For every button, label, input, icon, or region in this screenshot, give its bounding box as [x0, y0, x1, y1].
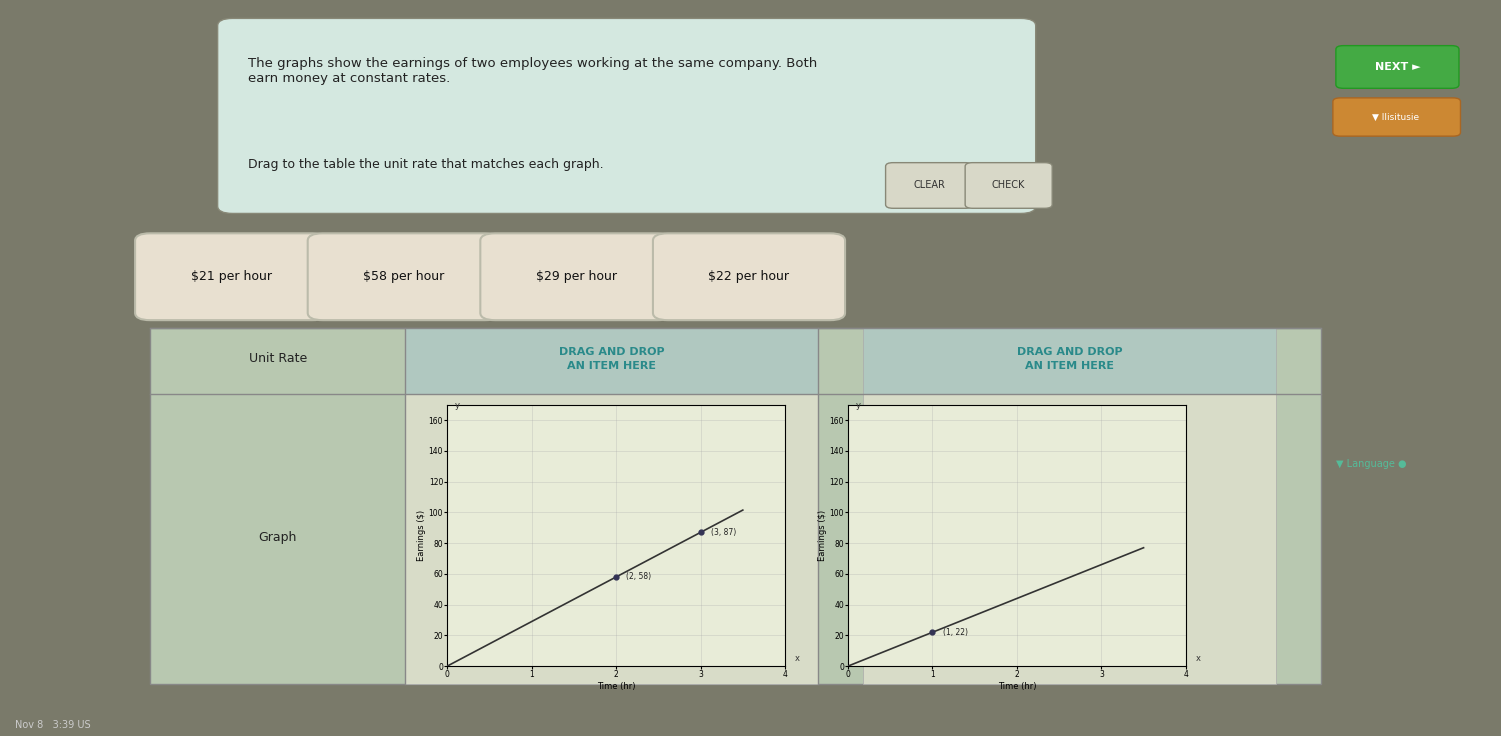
Text: (3, 87): (3, 87)	[711, 528, 735, 537]
Y-axis label: Earnings ($): Earnings ($)	[818, 510, 827, 561]
Text: NEXT ►: NEXT ►	[1375, 62, 1420, 72]
Text: ▼ Language ●: ▼ Language ●	[1336, 459, 1406, 469]
Text: (1, 22): (1, 22)	[943, 628, 968, 637]
Text: $21 per hour: $21 per hour	[191, 270, 272, 283]
FancyBboxPatch shape	[480, 233, 672, 320]
Text: Unit Rate: Unit Rate	[249, 352, 306, 365]
Text: $22 per hour: $22 per hour	[708, 270, 790, 283]
Text: DRAG AND DROP
AN ITEM HERE: DRAG AND DROP AN ITEM HERE	[1016, 347, 1123, 371]
Bar	[405, 328, 818, 394]
Text: x: x	[1196, 654, 1201, 663]
Text: $29 per hour: $29 per hour	[536, 270, 617, 283]
FancyBboxPatch shape	[653, 233, 845, 320]
FancyBboxPatch shape	[218, 18, 1036, 213]
X-axis label: Time (hr): Time (hr)	[998, 682, 1036, 691]
Text: Nov 8   3:39 US: Nov 8 3:39 US	[15, 720, 90, 730]
Text: y: y	[455, 401, 459, 410]
Y-axis label: Earnings ($): Earnings ($)	[417, 510, 426, 561]
Bar	[150, 328, 1321, 684]
FancyBboxPatch shape	[965, 163, 1052, 208]
FancyBboxPatch shape	[1333, 98, 1460, 136]
Text: x: x	[796, 654, 800, 663]
Text: Drag to the table the unit rate that matches each graph.: Drag to the table the unit rate that mat…	[248, 158, 603, 171]
Text: CHECK: CHECK	[992, 180, 1025, 191]
Text: (2, 58): (2, 58)	[626, 573, 651, 581]
Text: Graph: Graph	[258, 531, 297, 544]
FancyBboxPatch shape	[135, 233, 327, 320]
Text: DRAG AND DROP
AN ITEM HERE: DRAG AND DROP AN ITEM HERE	[558, 347, 665, 371]
Text: The graphs show the earnings of two employees working at the same company. Both
: The graphs show the earnings of two empl…	[248, 57, 817, 85]
Bar	[405, 394, 818, 684]
FancyBboxPatch shape	[308, 233, 500, 320]
FancyBboxPatch shape	[1336, 46, 1459, 88]
Bar	[863, 394, 1276, 684]
Bar	[863, 328, 1276, 394]
Text: y: y	[856, 401, 860, 410]
Text: ▼ Ilisitusie: ▼ Ilisitusie	[1372, 113, 1420, 121]
X-axis label: Time (hr): Time (hr)	[597, 682, 635, 691]
FancyBboxPatch shape	[886, 163, 973, 208]
Text: CLEAR: CLEAR	[913, 180, 946, 191]
Text: $58 per hour: $58 per hour	[363, 270, 444, 283]
